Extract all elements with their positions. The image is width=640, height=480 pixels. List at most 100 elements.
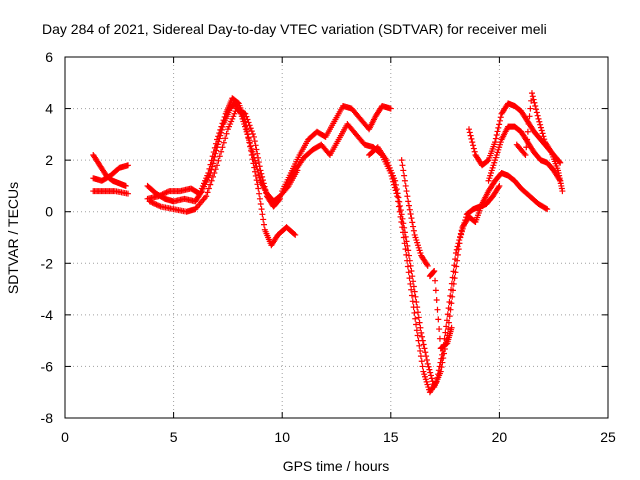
- data-point-trail: [423, 356, 430, 363]
- data-point: [248, 151, 255, 158]
- data-point-trail: [436, 335, 443, 342]
- data-point-trail: [403, 238, 410, 245]
- data-point-trail: [212, 166, 219, 173]
- data-point-trail: [208, 177, 215, 184]
- data-point-trail: [206, 165, 213, 172]
- series-10: [398, 157, 431, 269]
- data-point-trail: [258, 170, 265, 177]
- data-point: [424, 360, 431, 367]
- data-point-trail: [251, 138, 258, 145]
- data-point-trail: [395, 194, 402, 201]
- data-point-trail: [446, 313, 453, 320]
- data-point-trail: [254, 150, 261, 157]
- data-point-trail: [547, 148, 554, 155]
- data-point-trail: [445, 319, 452, 326]
- data-point-trail: [451, 275, 458, 282]
- data-point-trail: [261, 221, 268, 228]
- series-6: [146, 105, 284, 215]
- x-axis-label: GPS time / hours: [283, 458, 390, 474]
- data-point-trail: [410, 278, 417, 285]
- y-tick-label: -8: [41, 410, 54, 426]
- data-point-trail: [423, 261, 430, 268]
- data-point-trail: [259, 173, 266, 180]
- series-7: [279, 102, 394, 195]
- data-point-trail: [252, 172, 259, 179]
- data-point: [465, 126, 472, 133]
- data-point-trail: [525, 121, 532, 128]
- data-point-trail: [211, 144, 218, 151]
- data-point-trail: [458, 228, 465, 235]
- data-point-trail: [207, 161, 214, 168]
- data-point: [437, 368, 444, 375]
- data-point-trail: [217, 126, 224, 133]
- data-point-trail: [219, 120, 226, 127]
- data-point-trail: [392, 181, 399, 188]
- data-point-trail: [402, 233, 409, 240]
- data-point-trail: [403, 251, 410, 258]
- y-tick-label: 2: [45, 152, 53, 168]
- data-point-trail: [255, 154, 262, 161]
- data-point-trail: [403, 188, 410, 195]
- data-point-trail: [496, 121, 503, 128]
- data-point: [292, 231, 299, 238]
- data-point-trail: [154, 202, 161, 209]
- data-point-trail: [497, 114, 504, 121]
- data-point-trail: [404, 193, 411, 200]
- data-point-trail: [401, 172, 408, 179]
- data-point-trail: [419, 333, 426, 340]
- data-point-trail: [291, 230, 298, 237]
- data-point-trail: [407, 210, 414, 217]
- data-point-trail: [420, 341, 427, 348]
- data-point-trail: [215, 157, 222, 164]
- data-point-trail: [466, 129, 473, 136]
- data-point-trail: [458, 231, 465, 238]
- data-point-trail: [212, 140, 219, 147]
- data-point-trail: [541, 136, 548, 143]
- data-point-trail: [249, 156, 256, 163]
- series-5: [144, 95, 299, 249]
- data-point-trail: [159, 191, 166, 198]
- data-point-trail: [404, 263, 411, 270]
- data-point: [214, 136, 221, 143]
- data-point-trail: [210, 149, 217, 156]
- data-point-trail: [243, 113, 250, 120]
- data-point-trail: [440, 355, 447, 362]
- data-point-trail: [419, 337, 426, 344]
- data-point: [250, 133, 257, 140]
- data-point-trail: [211, 170, 218, 177]
- data-point: [559, 188, 566, 195]
- data-point-trail: [401, 177, 408, 184]
- data-point-trail: [469, 139, 476, 146]
- data-point-trail: [524, 136, 531, 143]
- data-point-trail: [435, 316, 442, 323]
- data-point-trail: [523, 144, 530, 151]
- data-point-trail: [215, 133, 222, 140]
- data-point-trail: [401, 224, 408, 231]
- data-point-trail: [432, 277, 439, 284]
- data-point-trail: [459, 225, 466, 232]
- data-point-trail: [218, 123, 225, 130]
- data-point-trail: [422, 349, 429, 356]
- data-point-trail: [408, 286, 415, 293]
- data-point-trail: [397, 207, 404, 214]
- data-point: [398, 211, 405, 218]
- data-point-trail: [405, 252, 412, 259]
- data-point-trail: [421, 345, 428, 352]
- data-point-trail: [253, 177, 260, 184]
- data-point-trail: [409, 219, 416, 226]
- data-point-trail: [248, 128, 255, 135]
- series-11: [426, 268, 455, 352]
- data-point-trail: [529, 93, 536, 100]
- data-point-trail: [471, 148, 478, 155]
- data-point: [214, 162, 221, 169]
- data-point-trail: [414, 332, 421, 339]
- data-point-trail: [456, 240, 463, 247]
- series-14: [513, 90, 566, 195]
- grid-lines: [65, 57, 608, 418]
- data-point-trail: [150, 200, 157, 207]
- data-point: [387, 105, 394, 112]
- data-point-trail: [436, 326, 443, 333]
- data-point-trail: [441, 350, 448, 357]
- data-point: [122, 182, 129, 189]
